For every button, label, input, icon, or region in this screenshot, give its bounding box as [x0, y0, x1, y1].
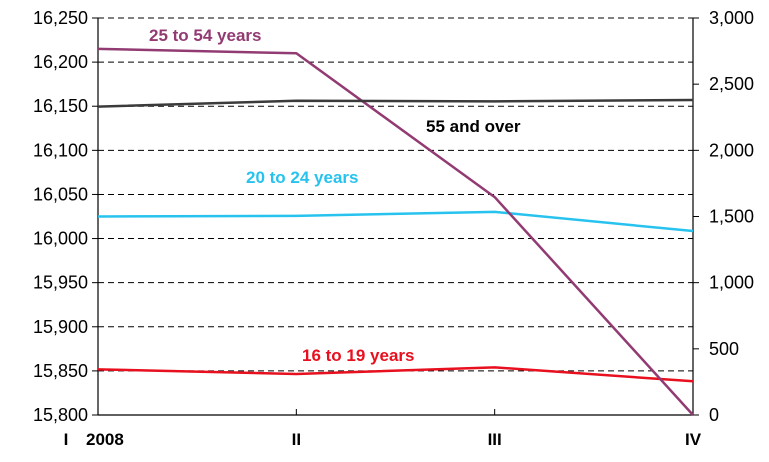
- series-labels: 16 to 19 years 20 to 24 years 25 to 54 yea…: [149, 26, 521, 365]
- right-tick-label: 2,000: [709, 140, 754, 160]
- right-tick-label: 1,000: [709, 273, 754, 293]
- left-tick-label: 15,900: [33, 317, 88, 337]
- left-tick-label: 15,800: [33, 405, 88, 425]
- left-tick-label: 16,150: [33, 96, 88, 116]
- x-tick-label: IV: [685, 430, 702, 449]
- series-line-20-to-24-years: [97, 210, 694, 233]
- series-label: 20 to 24 years: [246, 168, 358, 187]
- series-line-55-and-over: [97, 98, 694, 108]
- series-line-25-to-54-years: [97, 47, 694, 416]
- series-line-16-to-19-years: [97, 366, 694, 383]
- left-tick-label: 16,200: [33, 52, 88, 72]
- right-tick-label: 2,500: [709, 74, 754, 94]
- left-tick-label: 16,050: [33, 184, 88, 204]
- x-year-label: 2008: [86, 430, 124, 449]
- x-tick-label: I: [64, 430, 69, 449]
- left-tick-label: 16,000: [33, 229, 88, 249]
- right-tick-label: 500: [709, 339, 739, 359]
- axes: 15,800 15,850 15,900 15,950 16,000 16,050 16,1…: [33, 8, 754, 449]
- right-tick-label: 1,500: [709, 207, 754, 227]
- series-label: 25 to 54 years: [149, 26, 261, 45]
- left-tick-label: 15,950: [33, 273, 88, 293]
- series-lines: [97, 47, 694, 416]
- series-label: 55 and over: [426, 117, 521, 136]
- gridlines: [98, 17, 693, 372]
- series-label: 16 to 19 years: [302, 346, 414, 365]
- right-tick-label: 3,000: [709, 8, 754, 28]
- right-tick-label: 0: [709, 405, 719, 425]
- x-tick-label: II: [292, 430, 301, 449]
- x-tick-label: III: [488, 430, 502, 449]
- left-tick-label: 16,250: [33, 8, 88, 28]
- left-tick-label: 16,100: [33, 140, 88, 160]
- left-tick-label: 15,850: [33, 361, 88, 381]
